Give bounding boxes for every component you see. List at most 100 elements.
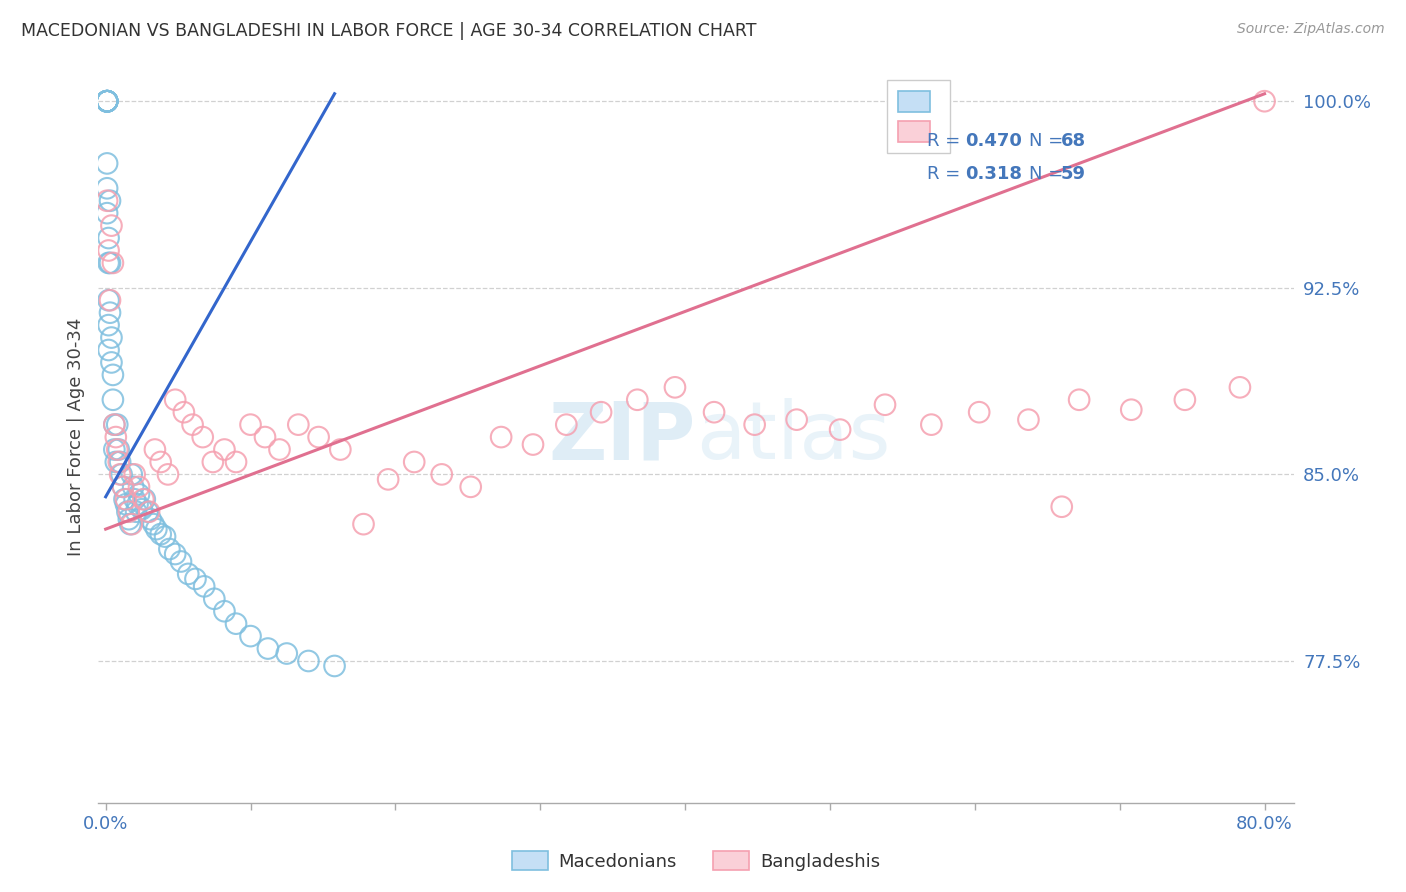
Point [97, 244, 120, 258]
Point [96, 206, 118, 220]
Point [157, 542, 180, 557]
Point [703, 405, 725, 419]
Point [555, 417, 578, 432]
Text: N =: N = [1029, 132, 1063, 150]
Text: MACEDONIAN VS BANGLADESHI IN LABOR FORCE | AGE 30-34 CORRELATION CHART: MACEDONIAN VS BANGLADESHI IN LABOR FORCE… [21, 22, 756, 40]
Point [214, 604, 236, 618]
Point [118, 512, 141, 526]
Point [253, 430, 276, 444]
Point [110, 467, 132, 482]
Point [1121, 402, 1143, 417]
Point [96, 94, 118, 108]
Point [96, 94, 118, 108]
Point [308, 430, 330, 444]
Point [103, 417, 125, 432]
Point [184, 572, 207, 586]
Point [257, 641, 280, 656]
Point [193, 579, 215, 593]
Point [786, 412, 808, 426]
Point [156, 467, 179, 482]
Point [920, 417, 942, 432]
Point [460, 480, 482, 494]
Point [108, 467, 131, 482]
Point [101, 256, 124, 270]
Point [104, 455, 127, 469]
Point [139, 512, 162, 526]
Point [112, 480, 135, 494]
Point [142, 517, 165, 532]
Point [96, 94, 118, 108]
Point [96, 94, 118, 108]
Point [98, 306, 121, 320]
Point [97, 231, 120, 245]
Point [96, 94, 118, 108]
Text: 68: 68 [1062, 132, 1087, 150]
Point [830, 423, 852, 437]
Point [149, 527, 172, 541]
Point [177, 566, 200, 581]
Point [430, 467, 453, 482]
Point [377, 472, 399, 486]
Point [664, 380, 686, 394]
Point [269, 442, 291, 457]
Point [1050, 500, 1073, 514]
Point [105, 442, 128, 457]
Point [115, 492, 138, 507]
Point [124, 467, 146, 482]
Point [101, 368, 124, 382]
Text: 0.470: 0.470 [966, 132, 1022, 150]
Point [967, 405, 990, 419]
Point [145, 522, 167, 536]
Point [121, 467, 143, 482]
Point [404, 455, 426, 469]
Point [149, 455, 172, 469]
Point [101, 392, 124, 407]
Point [122, 480, 145, 494]
Point [127, 497, 149, 511]
Point [191, 430, 214, 444]
Point [96, 194, 118, 208]
Point [165, 392, 187, 407]
Point [97, 256, 120, 270]
Point [353, 517, 375, 532]
Point [489, 430, 512, 444]
Point [108, 455, 131, 469]
Point [103, 417, 125, 432]
Point [1174, 392, 1197, 407]
Point [1253, 94, 1275, 108]
Point [96, 94, 118, 108]
Point [96, 181, 118, 195]
Point [118, 505, 141, 519]
Point [96, 94, 118, 108]
Point [181, 417, 204, 432]
Point [97, 293, 120, 308]
Point [96, 156, 118, 170]
Point [98, 194, 121, 208]
Point [121, 517, 143, 532]
Point [103, 442, 125, 457]
Y-axis label: In Labor Force | Age 30-34: In Labor Force | Age 30-34 [66, 318, 84, 557]
Point [98, 256, 121, 270]
Text: R =: R = [928, 132, 960, 150]
Text: 0.318: 0.318 [966, 165, 1022, 183]
Point [201, 455, 224, 469]
Point [173, 405, 195, 419]
Point [107, 442, 129, 457]
Point [323, 659, 346, 673]
Point [107, 455, 129, 469]
Point [98, 293, 121, 308]
Point [100, 219, 122, 233]
Point [202, 591, 225, 606]
Point [165, 547, 187, 561]
Point [136, 505, 159, 519]
Text: atlas: atlas [696, 398, 890, 476]
Point [97, 343, 120, 357]
Point [115, 497, 138, 511]
Point [329, 442, 352, 457]
Point [170, 554, 193, 568]
Point [138, 505, 160, 519]
Point [591, 405, 613, 419]
Point [239, 629, 262, 643]
Point [117, 505, 139, 519]
Point [100, 330, 122, 344]
